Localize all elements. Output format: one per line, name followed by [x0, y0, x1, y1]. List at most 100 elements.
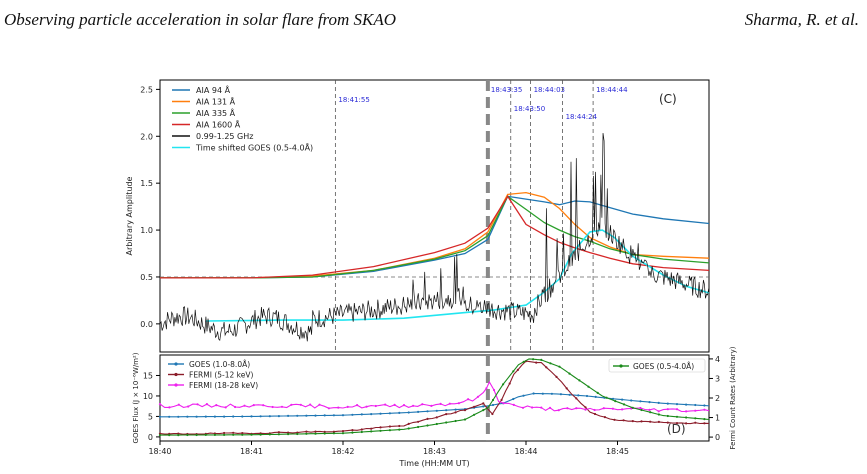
series-marker: [379, 412, 382, 415]
series-marker: [223, 415, 226, 418]
series-marker: [703, 408, 706, 411]
series-marker: [360, 413, 363, 416]
y-tick-label-c: 1.5: [140, 179, 153, 188]
series-marker: [234, 405, 237, 409]
series-marker: [232, 415, 235, 418]
series-marker: [512, 397, 515, 401]
series-marker: [252, 404, 255, 407]
series-marker: [631, 420, 634, 423]
series-marker: [577, 394, 580, 397]
series-marker: [314, 430, 317, 433]
series-line-0-99-1-25-ghz: [159, 133, 710, 342]
series-marker: [476, 395, 480, 398]
series-marker: [555, 375, 558, 378]
series-marker: [622, 403, 626, 406]
series-marker: [426, 410, 429, 413]
series-marker: [568, 372, 571, 375]
series-marker: [593, 408, 596, 412]
y-tick-label-c: 0.5: [140, 273, 153, 282]
series-marker: [703, 422, 706, 425]
series-marker: [575, 407, 578, 410]
series-marker: [602, 407, 605, 410]
series-marker: [467, 398, 470, 401]
series-marker: [516, 368, 520, 371]
series-marker: [657, 413, 661, 416]
series-marker: [318, 403, 321, 406]
series-marker: [384, 403, 387, 406]
series-marker: [482, 409, 485, 412]
vline-label: 18:41:55: [338, 96, 369, 104]
series-marker: [412, 404, 415, 407]
series-marker: [341, 430, 345, 433]
series-marker: [407, 427, 410, 430]
series-marker: [407, 422, 410, 425]
y2-axis-label-d: Fermi Count Rates (Arbitrary): [729, 346, 737, 449]
series-marker: [675, 403, 679, 406]
series-marker: [417, 410, 420, 413]
series-marker: [360, 428, 363, 431]
series-marker: [535, 361, 538, 364]
series-marker: [393, 403, 396, 406]
series-marker: [243, 404, 246, 407]
series-marker: [640, 420, 643, 423]
series-marker: [502, 383, 505, 386]
series-marker: [241, 415, 244, 418]
series-marker: [271, 405, 274, 409]
y2-tick-label-d: 0: [715, 433, 720, 442]
series-marker: [502, 402, 505, 405]
series-marker: [594, 395, 597, 398]
series-marker: [435, 409, 438, 412]
vline-label: 18:44:03: [534, 86, 565, 94]
series-marker: [532, 392, 535, 395]
series-marker: [491, 412, 494, 416]
series-marker: [259, 433, 262, 436]
series-marker: [557, 409, 560, 412]
series-marker: [296, 432, 299, 436]
series-marker: [158, 434, 162, 437]
series-marker: [388, 429, 391, 432]
series-marker: [492, 388, 496, 392]
series-marker: [694, 421, 697, 424]
series-marker: [213, 433, 216, 436]
series-marker: [323, 430, 326, 433]
legend-marker-right: [619, 364, 623, 368]
legend-label: AIA 1600 Å: [196, 119, 241, 130]
legend-label: AIA 131 Å: [196, 96, 236, 107]
series-marker: [630, 399, 633, 402]
series-marker: [341, 414, 345, 417]
x-tick-label-d: 18:44: [514, 447, 537, 456]
legend-label-d: GOES (1.0-8.0Å): [189, 360, 250, 369]
series-marker: [379, 426, 382, 429]
series-marker: [445, 413, 448, 416]
series-marker: [370, 413, 373, 416]
series-marker: [407, 411, 410, 414]
y-tick-label-c: 0.0: [140, 320, 153, 329]
series-marker: [417, 420, 420, 423]
series-marker: [649, 420, 652, 423]
vline-label: 18:43:50: [514, 105, 545, 113]
y-axis-label-d: GOES Flux (J × 10⁻⁶W/m²): [132, 352, 140, 443]
series-marker: [666, 421, 669, 424]
series-marker: [585, 394, 589, 398]
y-tick-label-c: 1.0: [140, 226, 153, 235]
series-marker: [649, 411, 652, 414]
series-marker: [675, 415, 679, 418]
series-marker: [204, 415, 207, 418]
series-marker: [351, 431, 354, 434]
y-tick-label-d: 5: [148, 412, 153, 421]
series-marker: [259, 415, 262, 418]
series-marker: [213, 415, 216, 418]
series-marker: [232, 433, 235, 436]
series-marker: [703, 404, 706, 407]
series-marker: [186, 433, 189, 437]
series-marker: [666, 402, 669, 405]
series-marker: [558, 365, 561, 368]
series-marker: [370, 430, 373, 433]
series-marker: [435, 422, 438, 426]
series-marker: [522, 360, 525, 363]
series-marker: [508, 382, 511, 385]
series-marker: [622, 419, 625, 422]
series-marker: [186, 415, 189, 418]
series-marker: [398, 411, 401, 414]
